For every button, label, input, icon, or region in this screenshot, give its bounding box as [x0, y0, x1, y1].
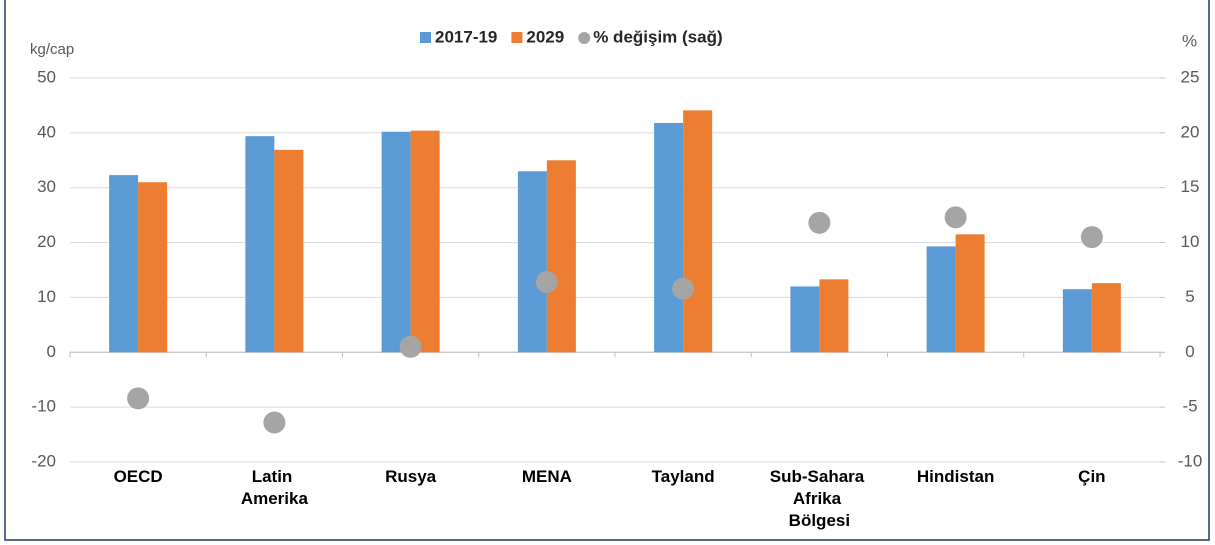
y-tick-label: -20: [31, 451, 56, 470]
y-tick-label: -10: [31, 397, 56, 416]
point: [263, 411, 286, 434]
point: [535, 271, 558, 294]
y-tick-label: 0: [47, 342, 56, 361]
legend-label: 2029: [526, 27, 564, 46]
y2-tick-label: -5: [1182, 397, 1197, 416]
x-tick-label: Rusya: [385, 467, 437, 486]
x-tick-label: Çin: [1078, 467, 1105, 486]
y2-tick-label: 20: [1181, 122, 1200, 141]
y-tick-label: 10: [37, 287, 56, 306]
x-tick-label: Latin Amerika: [241, 467, 309, 508]
x-tick-label: Hindistan: [917, 467, 994, 486]
y2-tick-label: 25: [1181, 67, 1200, 86]
bar: [517, 171, 547, 353]
bar: [819, 279, 849, 353]
point: [399, 335, 422, 358]
y-tick-label: 30: [37, 177, 56, 196]
legend-marker: [420, 32, 431, 43]
point: [808, 211, 831, 234]
x-tick-label: OECD: [114, 467, 163, 486]
legend-label: 2017-19: [435, 27, 497, 46]
y-tick-label: 50: [37, 67, 56, 86]
point: [672, 277, 695, 300]
frame: [4, 0, 1210, 541]
y2-tick-label: 15: [1181, 177, 1200, 196]
bar: [790, 286, 820, 353]
bar: [109, 175, 139, 353]
legend-label: % değişim (sağ): [593, 27, 722, 46]
bar: [245, 136, 275, 353]
y-axis-label: kg/cap: [30, 41, 74, 58]
point: [944, 206, 967, 229]
bar: [926, 246, 956, 353]
point: [127, 387, 150, 410]
x-tick-label: MENA: [522, 467, 572, 486]
bar: [546, 160, 576, 353]
bar: [381, 131, 411, 353]
bar: [1091, 283, 1121, 353]
bar: [1062, 289, 1092, 353]
x-tick-label: Sub-Sahara Afrika Bölgesi: [770, 467, 869, 530]
y2-tick-label: -10: [1178, 451, 1203, 470]
y2-tick-label: 5: [1185, 287, 1194, 306]
bar: [274, 149, 304, 353]
point: [1080, 226, 1103, 249]
y2-tick-label: 10: [1181, 232, 1200, 251]
bar: [955, 234, 985, 353]
bar: [410, 130, 440, 353]
bar: [654, 122, 684, 353]
legend-marker: [511, 32, 523, 43]
bar: [138, 182, 168, 353]
y2-axis-label: %: [1182, 31, 1197, 50]
y-tick-label: 20: [37, 232, 56, 251]
y2-tick-label: 0: [1185, 342, 1194, 361]
x-tick-label: Tayland: [652, 467, 715, 486]
y-tick-label: 40: [37, 122, 56, 141]
legend-marker: [578, 32, 591, 44]
bar: [683, 110, 713, 353]
